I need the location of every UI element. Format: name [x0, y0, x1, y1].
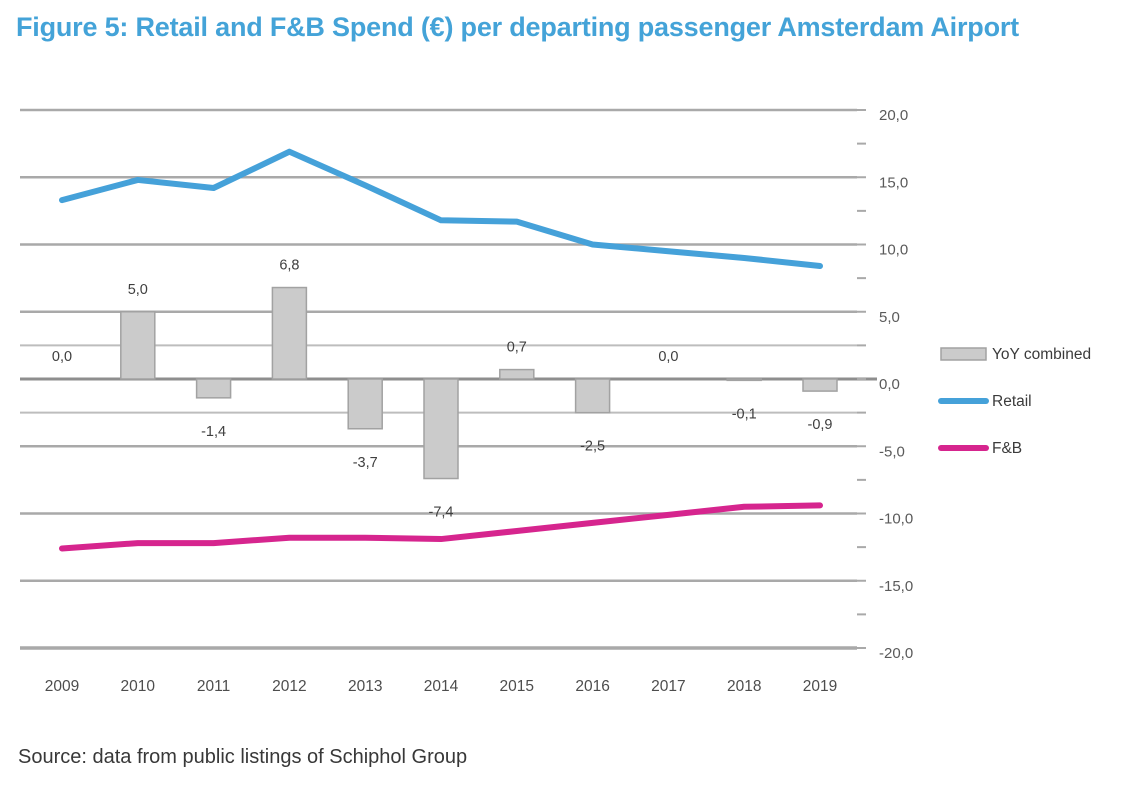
y-axis-label: -15,0	[879, 578, 913, 595]
figure-title: Figure 5: Retail and F&B Spend (€) per d…	[16, 12, 1019, 42]
bar-data-label: 0,0	[658, 349, 678, 365]
yoy-bar	[120, 311, 156, 380]
y-axis-label: 15,0	[879, 174, 908, 191]
retail-line	[59, 148, 823, 270]
yoy-bar	[726, 378, 762, 382]
yoy-bar	[195, 378, 232, 399]
x-axis-label: 2019	[803, 678, 837, 695]
bar-data-label: 0,7	[507, 340, 527, 356]
bar-data-label: -7,4	[429, 505, 454, 521]
bar-data-label: -3,7	[353, 455, 378, 471]
legend-label: Retail	[992, 393, 1032, 410]
source-note: Source: data from public listings of Sch…	[18, 746, 468, 768]
y-axis-label: -5,0	[879, 443, 905, 460]
bar-data-label: 6,8	[279, 258, 299, 274]
x-axis-label: 2017	[651, 678, 685, 695]
x-axis-label: 2012	[272, 678, 306, 695]
bar-data-label: -0,9	[808, 417, 833, 433]
y-axis-label: -20,0	[879, 645, 913, 662]
y-axis-label: 20,0	[879, 107, 908, 124]
bar-data-label: 5,0	[128, 282, 148, 298]
bar-data-label: 0,0	[52, 349, 72, 365]
x-axis-label: 2009	[45, 678, 79, 695]
bar-data-label: -0,1	[732, 406, 757, 422]
bar-data-label: -1,4	[201, 424, 226, 440]
yoy-bar	[271, 286, 308, 380]
y-axis-label: 10,0	[879, 242, 908, 259]
combo-chart: 20,0 15,0 10,0 5,0 0,0 -5,0 -10,0 -15,0 -20,0 0,0…	[20, 107, 1091, 695]
bar-data-label: -2,5	[580, 439, 605, 455]
x-axis-label: 2014	[424, 678, 459, 695]
x-axis-label: 2015	[500, 678, 534, 695]
yoy-bar	[499, 368, 535, 380]
fnb-line	[59, 502, 823, 552]
y-axis-label: 5,0	[879, 309, 900, 326]
yoy-bar	[574, 378, 611, 414]
yoy-bar	[347, 378, 383, 430]
x-axis-label: 2010	[121, 678, 156, 695]
legend-label: F&B	[992, 440, 1022, 457]
x-axis-label: 2013	[348, 678, 382, 695]
y-axis-label: -10,0	[879, 511, 913, 528]
y-axis-label: 0,0	[879, 376, 900, 393]
yoy-bar	[802, 378, 838, 392]
legend-label: YoY combined	[992, 346, 1091, 363]
x-axis-label: 2018	[727, 678, 761, 695]
legend-swatch-yoy-combined	[940, 347, 987, 361]
x-axis-label: 2011	[197, 678, 230, 695]
yoy-bar	[423, 378, 459, 480]
x-axis-label: 2016	[575, 678, 609, 695]
